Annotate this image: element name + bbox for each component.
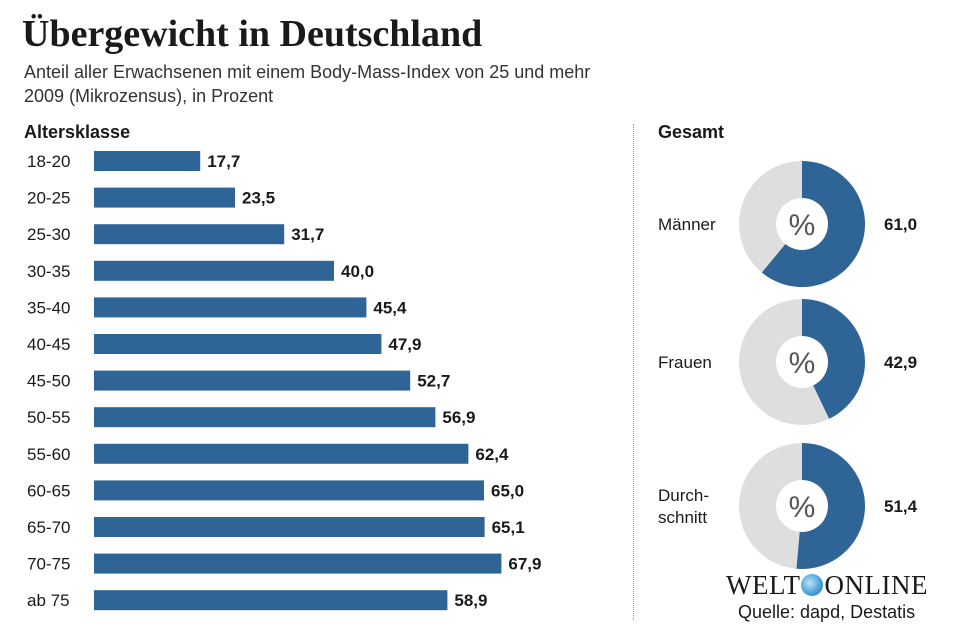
- logo-text-online: ONLINE: [824, 570, 928, 600]
- category-label: 18-20: [27, 152, 70, 171]
- category-label: ab 75: [27, 591, 70, 610]
- bar-value-label: 62,4: [475, 445, 509, 464]
- category-label: 55-60: [27, 445, 70, 464]
- percent-icon: %: [789, 347, 816, 380]
- bar-value-label: 65,0: [491, 481, 524, 500]
- bar: [94, 590, 448, 611]
- bar-value-label: 47,9: [388, 335, 421, 354]
- donut-slice: [802, 299, 866, 419]
- bar-value-label: 40,0: [341, 262, 374, 281]
- bar-chart: 18-20 17,7 20-25 23,5 25-30 31,7 30-35 40,0 35-4…: [27, 151, 541, 611]
- category-label: 25-30: [27, 225, 70, 244]
- donut-value-label: 42,9: [884, 353, 917, 372]
- bar: [94, 443, 469, 464]
- donut-category-label: Männer: [658, 215, 716, 234]
- bar: [94, 187, 235, 208]
- category-label: 50-55: [27, 408, 70, 427]
- donut-slice: [796, 443, 866, 569]
- donut-category-label: Frauen: [658, 353, 712, 372]
- bar: [94, 517, 485, 537]
- bar-value-label: 52,7: [417, 372, 450, 391]
- category-label: 20-25: [27, 189, 70, 208]
- bar: [94, 260, 334, 281]
- chart-subtitle-line1: Anteil aller Erwachsenen mit einem Body-…: [24, 62, 591, 82]
- section-divider: [633, 124, 634, 620]
- bar-value-label: 45,4: [373, 298, 407, 317]
- bar: [94, 224, 285, 245]
- donut-hole: [776, 480, 828, 532]
- donut-category-label: schnitt: [658, 508, 707, 527]
- bar: [94, 480, 484, 501]
- percent-icon: %: [789, 209, 816, 242]
- bar: [94, 151, 201, 171]
- category-label: 30-35: [27, 262, 70, 281]
- welt-online-logo: WELT ONLINE: [726, 570, 928, 601]
- bar-value-label: 23,5: [242, 189, 275, 208]
- donut-charts: % Männer 61,0% Frauen 42,9% Durch-schnitt 51,4: [658, 161, 918, 569]
- category-label: 35-40: [27, 298, 70, 317]
- bar-value-label: 56,9: [442, 408, 475, 427]
- donut-section-label: Gesamt: [658, 122, 725, 142]
- bar: [94, 370, 411, 391]
- bar-value-label: 17,7: [207, 152, 240, 171]
- globe-icon: [801, 574, 824, 596]
- chart-subtitle-line2: 2009 (Mikrozensus), in Prozent: [24, 86, 274, 106]
- donut-category-label: Durch-: [658, 486, 709, 505]
- category-label: 45-50: [27, 372, 70, 391]
- bar: [94, 334, 382, 354]
- donut-chart: %: [739, 161, 865, 287]
- bar: [94, 553, 502, 574]
- source-note: Quelle: dapd, Destatis: [738, 602, 916, 622]
- bar-value-label: 67,9: [508, 555, 541, 574]
- donut-value-label: 61,0: [884, 215, 917, 234]
- donut-chart: %: [739, 443, 866, 569]
- bar-section-label: Altersklasse: [24, 122, 131, 142]
- bar-value-label: 58,9: [454, 591, 487, 610]
- donut-hole: [776, 336, 828, 388]
- bar-value-label: 65,1: [492, 518, 525, 537]
- donut-chart: %: [739, 299, 866, 425]
- category-label: 65-70: [27, 518, 70, 537]
- category-label: 40-45: [27, 335, 70, 354]
- category-label: 60-65: [27, 481, 70, 500]
- chart-title: Übergewicht in Deutschland: [22, 13, 483, 55]
- donut-hole: [776, 198, 828, 250]
- category-label: 70-75: [27, 555, 70, 574]
- bar: [94, 297, 367, 318]
- bar-value-label: 31,7: [291, 225, 324, 244]
- donut-value-label: 51,4: [884, 497, 918, 516]
- bar: [94, 407, 436, 428]
- logo-text-welt: WELT: [726, 570, 801, 600]
- percent-icon: %: [789, 491, 816, 524]
